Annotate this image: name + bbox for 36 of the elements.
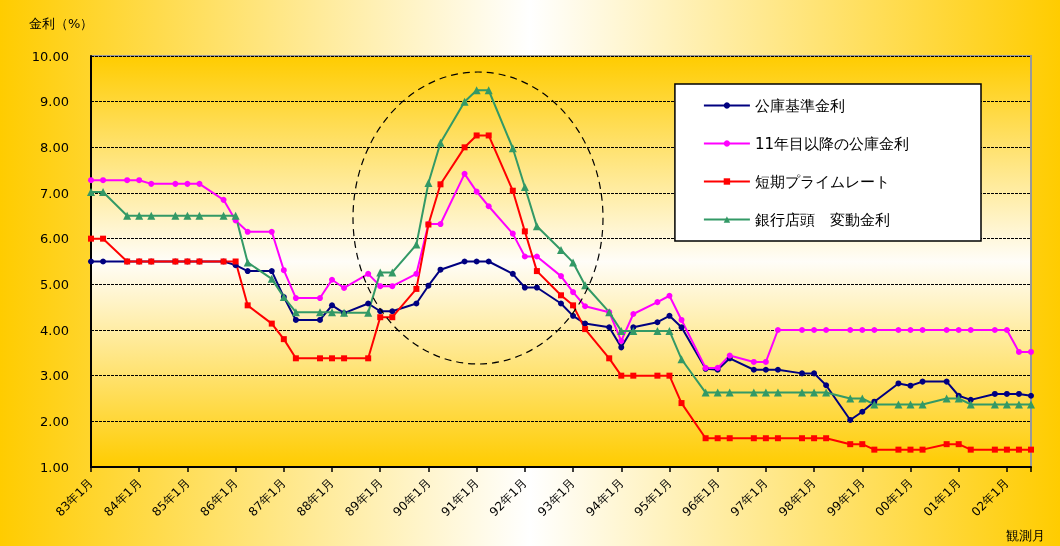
x-tick-label: 84年1月 [101,476,145,520]
x-tick-label: 90年1月 [390,476,434,520]
y-tick-label: 7.00 [40,185,69,201]
legend-label: 短期プライムレート [754,172,890,191]
y-axis-title: 金利（%） [29,16,94,31]
x-tick-label: 87年1月 [245,476,289,520]
x-tick-label: 88年1月 [293,476,337,520]
x-tick-label: 92年1月 [486,476,530,520]
legend-label: 銀行店頭 変動金利 [754,210,890,229]
y-tick-label: 6.00 [40,231,69,247]
y-tick-label: 8.00 [40,139,69,155]
y-tick-label: 9.00 [40,94,69,110]
y-tick-label: 4.00 [40,322,69,338]
legend-label: 11年目以降の公庫金利 [754,134,910,153]
x-tick-label: 98年1月 [775,476,820,520]
x-tick-label: 95年1月 [631,476,675,520]
x-tick-label: 02年1月 [968,476,1012,520]
legend-label: 公庫基準金利 [754,96,845,115]
x-tick-label: 89年1月 [342,476,386,520]
y-tick-label: 2.00 [40,413,69,429]
x-tick-label: 93年1月 [534,476,578,520]
x-tick-label: 00年1月 [872,476,916,520]
x-tick-label: 97年1月 [727,476,771,520]
x-tick-label: 01年1月 [920,476,964,520]
y-tick-label: 10.00 [31,48,69,64]
y-tick-label: 1.00 [40,459,69,475]
x-tick-label: 91年1月 [438,476,482,520]
y-tick-label: 3.00 [40,368,69,384]
x-axis-title: 観測月 [1006,528,1045,543]
x-tick-label: 99年1月 [824,476,868,520]
x-tick-label: 96年1月 [679,476,723,520]
x-tick-label: 83年1月 [52,476,96,520]
x-tick-label: 86年1月 [197,476,241,520]
y-tick-label: 5.00 [40,276,69,292]
x-tick-label: 85年1月 [149,476,193,520]
x-tick-label: 94年1月 [583,476,627,520]
